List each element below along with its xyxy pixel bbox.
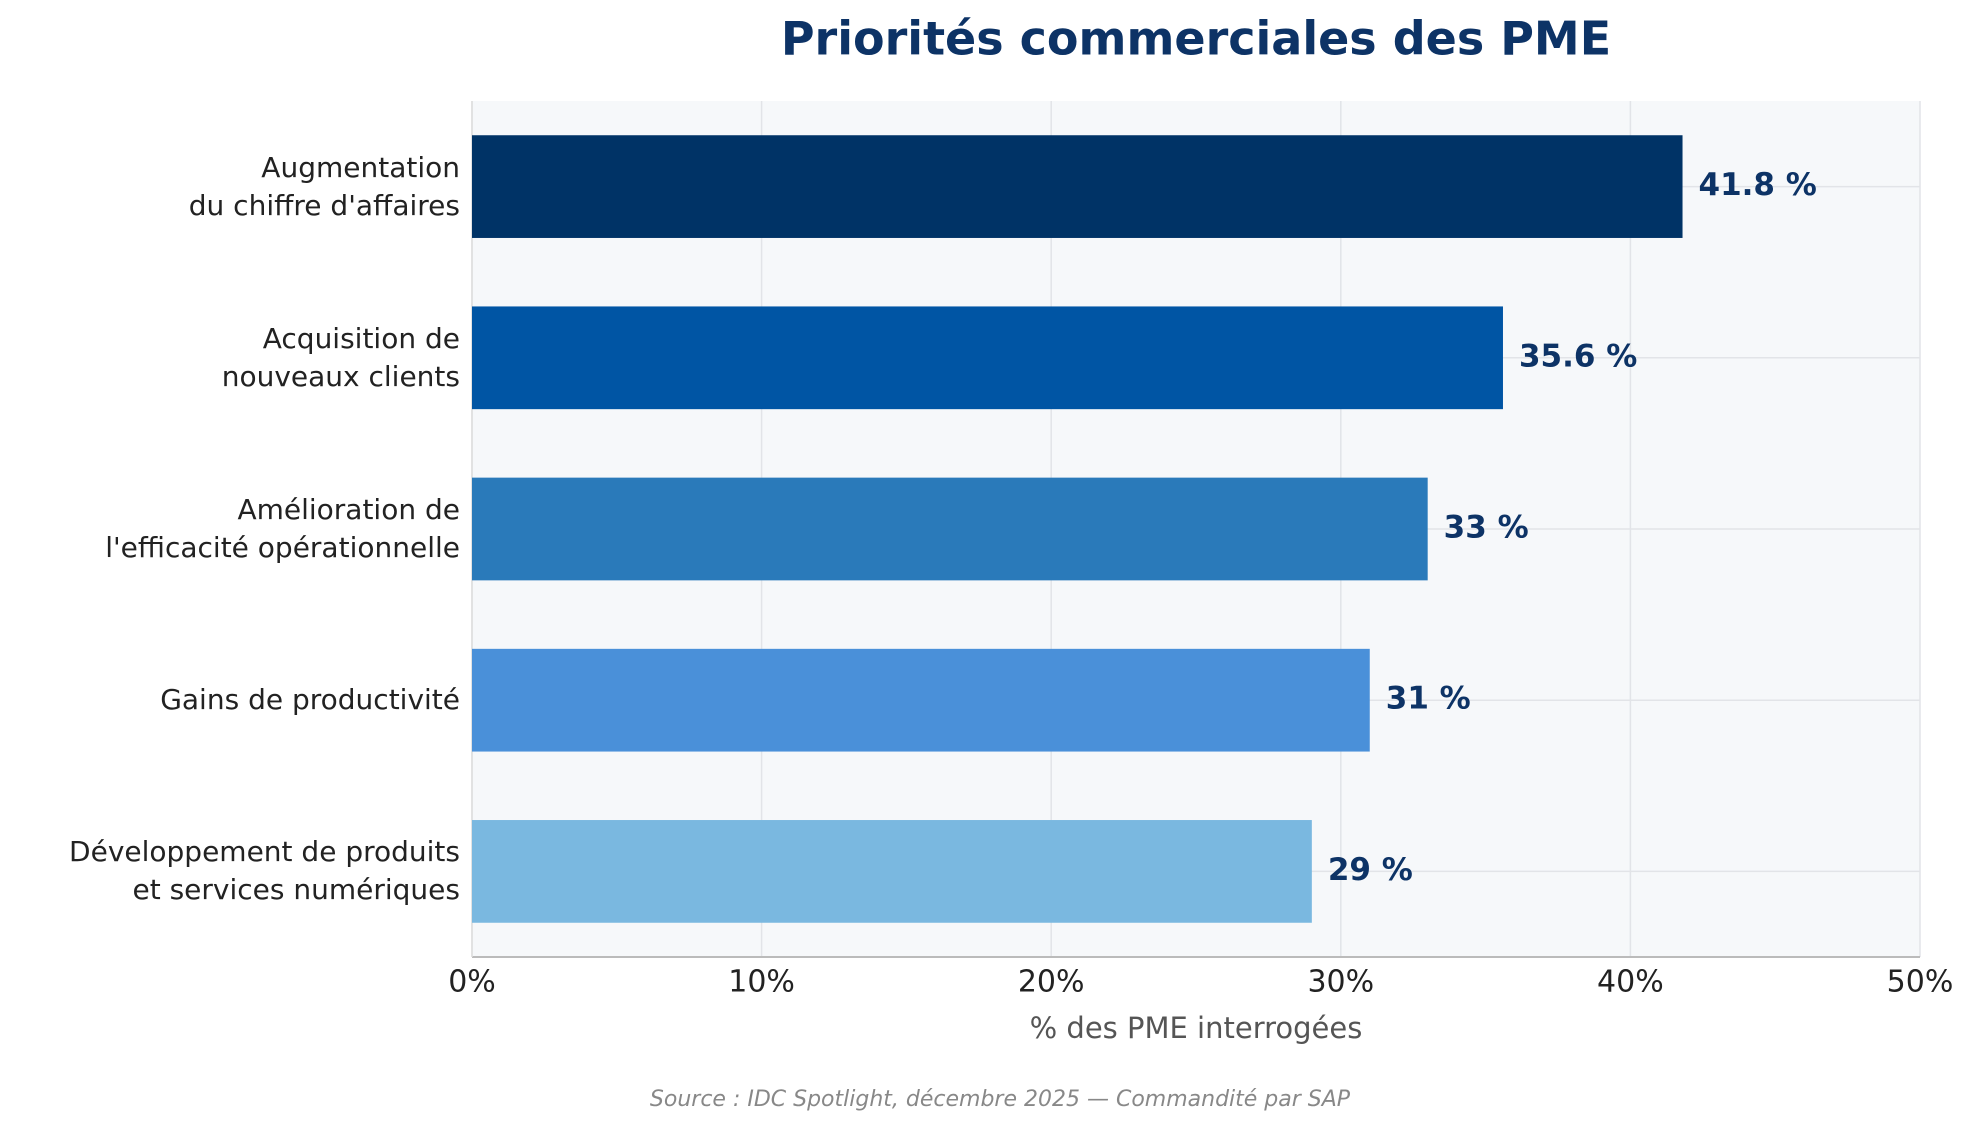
value-label: 33 % [1444,510,1529,546]
bar [472,306,1503,410]
y-tick-label: Développement de produits et services nu… [69,835,460,907]
value-label: 41.8 % [1699,167,1817,203]
value-label: 35.6 % [1519,338,1637,374]
y-tick-label: Gains de productivité [160,683,460,717]
x-tick-label: 50% [1887,965,1954,1000]
x-axis-label: % des PME interrogées [1030,1011,1363,1045]
y-tick-label: Acquisition de nouveaux clients [221,321,460,393]
bar [472,135,1683,238]
source-note: Source : IDC Spotlight, décembre 2025 — … [650,1087,1351,1112]
value-label: 31 % [1386,681,1471,717]
chart-title: Priorités commerciales des PME [781,12,1611,66]
value-label: 29 % [1328,852,1413,888]
y-tick-label: Augmentation du chiffre d'affaires [188,150,460,222]
bar [472,648,1370,752]
x-tick-label: 10% [728,965,795,1000]
y-tick-label: Amélioration de l'efficacité opérationne… [105,493,460,564]
x-tick-label: 30% [1307,965,1374,1000]
x-tick-label: 40% [1597,965,1664,1000]
x-tick-label: 0% [448,965,496,1000]
bar [472,477,1428,581]
bar [472,820,1312,923]
x-tick-label: 20% [1018,965,1085,1000]
